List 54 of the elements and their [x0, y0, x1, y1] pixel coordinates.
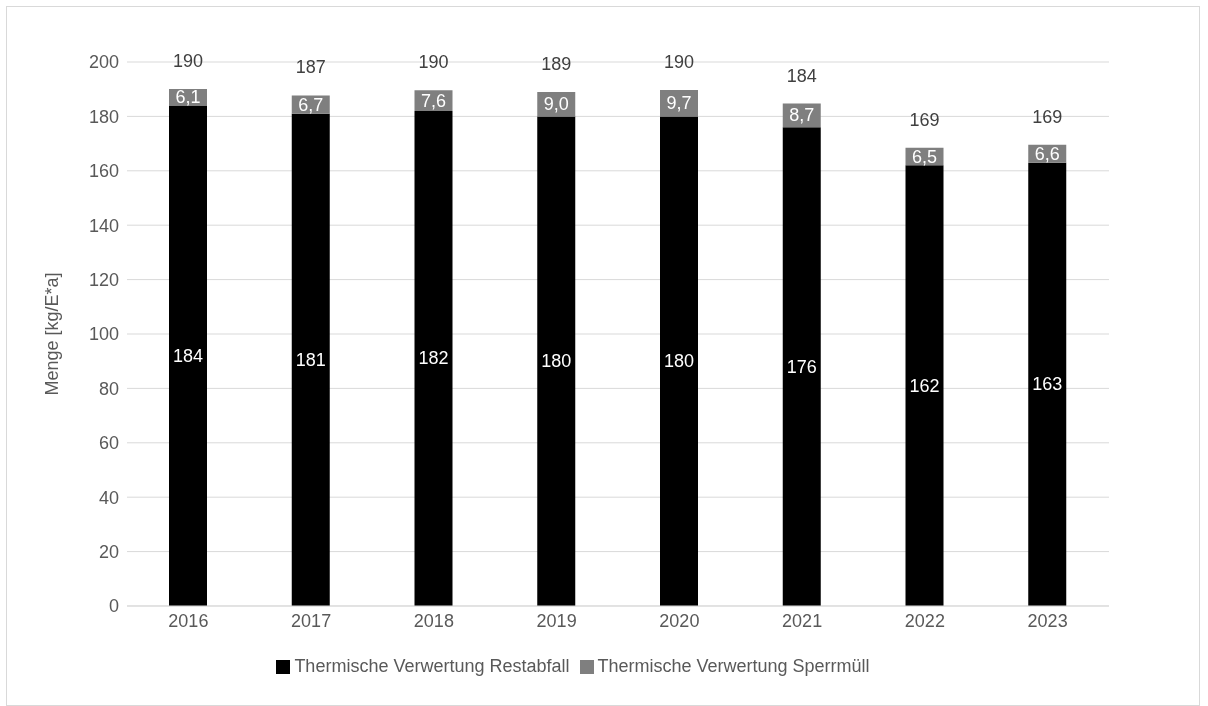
- bar: [169, 105, 207, 606]
- x-tick-label: 2022: [904, 610, 945, 631]
- data-label: 176: [786, 356, 817, 377]
- data-label: 7,6: [420, 90, 447, 111]
- data-label: 162: [909, 375, 940, 396]
- y-tick-label: 120: [88, 269, 119, 290]
- x-tick-label: 2020: [659, 610, 700, 631]
- y-tick-label: 60: [98, 433, 119, 454]
- y-tick-label: 40: [98, 487, 119, 508]
- total-label: 169: [909, 109, 940, 130]
- data-label: 6,1: [175, 87, 201, 108]
- x-tick-label: 2017: [291, 610, 332, 631]
- bar: [537, 116, 576, 606]
- data-label: 184: [172, 345, 204, 366]
- data-label: 180: [541, 351, 572, 372]
- bar: [905, 165, 944, 606]
- data-label: 9,0: [543, 94, 569, 115]
- data-label: 8,7: [789, 105, 815, 126]
- y-tick-label: 20: [98, 541, 119, 562]
- total-label: 190: [172, 50, 204, 71]
- data-label: 181: [295, 349, 326, 370]
- x-tick-label: 2021: [782, 610, 823, 631]
- total-label: 190: [418, 52, 449, 73]
- x-tick-label: 2018: [413, 610, 454, 631]
- total-label: 184: [786, 65, 817, 86]
- total-label: 169: [1032, 106, 1063, 127]
- bar: [291, 113, 330, 606]
- y-axis-title: Menge [kg/E*a]: [42, 272, 63, 396]
- total-label: 190: [663, 52, 695, 73]
- data-label: 163: [1032, 374, 1063, 395]
- data-label: 6,5: [911, 146, 938, 167]
- y-tick-label: 160: [88, 161, 119, 182]
- x-tick-label: 2023: [1027, 610, 1068, 631]
- data-label: 6,7: [298, 94, 324, 115]
- total-label: 187: [295, 57, 326, 78]
- y-tick-label: 180: [88, 106, 119, 127]
- y-tick-label: 100: [88, 324, 119, 345]
- data-label: 182: [418, 348, 449, 369]
- x-tick-label: 2016: [168, 610, 209, 631]
- data-label: 9,7: [666, 93, 692, 114]
- y-tick-label: 80: [98, 378, 119, 399]
- data-label: 6,6: [1034, 143, 1060, 164]
- legend-label: Thermische Verwertung Restabfall: [294, 656, 570, 676]
- y-tick-label: 200: [88, 52, 119, 73]
- y-tick-label: 0: [108, 596, 119, 617]
- bar: [660, 116, 698, 606]
- bar: [782, 127, 821, 606]
- y-tick-label: 140: [88, 215, 119, 236]
- data-label: 180: [663, 351, 695, 372]
- x-tick-label: 2019: [536, 610, 577, 631]
- legend-label: Thermische Verwertung Sperrmüll: [597, 656, 870, 676]
- bar: [414, 110, 453, 606]
- total-label: 189: [541, 53, 572, 74]
- bar: [1028, 162, 1067, 606]
